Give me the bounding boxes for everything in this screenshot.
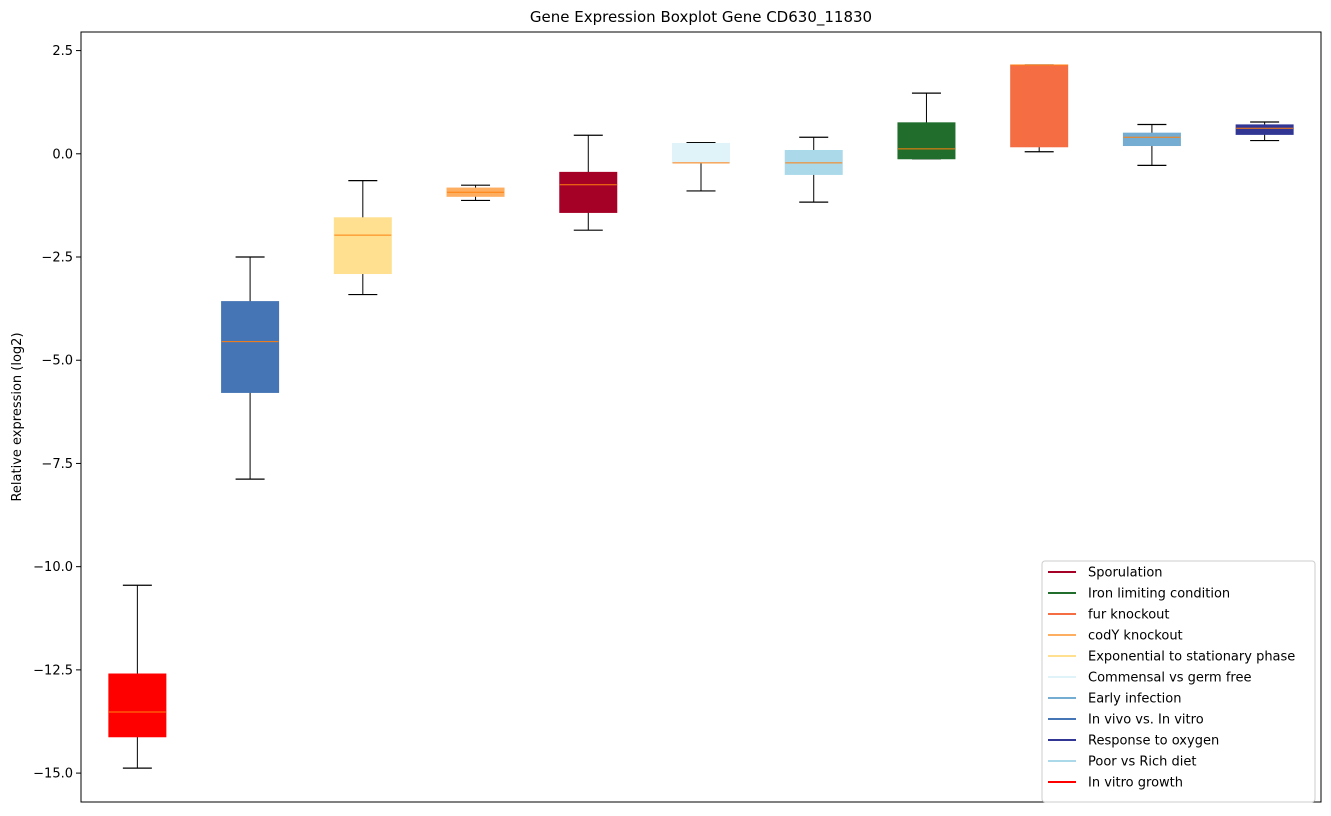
y-tick-label: −15.0 [33,767,73,782]
legend-frame [1041,560,1316,803]
y-tick-label: 0.0 [52,147,73,162]
legend-label: codY knockout [1088,629,1183,644]
box-group [784,136,843,203]
boxes-layer [108,64,1294,769]
box [897,122,956,160]
legend-label: Early infection [1088,692,1181,707]
box [108,673,167,738]
box-group [333,180,392,296]
y-tick-label: −10.0 [33,560,73,575]
legend-label: In vitro growth [1088,776,1183,791]
box [1010,64,1069,148]
y-tick-label: −5.0 [41,354,73,369]
y-tick-label: −12.5 [33,663,73,678]
axes-layer: 2.5 0.0 −2.5 −5.0 −7.5 −10.0 −12.5 −15.0 [33,31,1322,803]
box-group [1235,121,1294,142]
box-group [1122,123,1181,166]
box [221,301,280,393]
y-tick-label: 2.5 [52,44,73,59]
legend-label: Sporulation [1088,566,1163,581]
box [672,142,730,164]
y-axis-label: Relative expression (log2) [10,332,25,501]
box-group [108,584,167,769]
legend-label: Response to oxygen [1088,734,1219,749]
y-tick-label: −7.5 [41,457,73,472]
box-group [672,142,730,192]
box-group [221,256,280,480]
legend-label: Commensal vs germ free [1088,671,1251,686]
y-tick-label: −2.5 [41,251,73,266]
legend: Sporulation Iron limiting condition fur kn… [1041,560,1316,803]
box-group [446,184,505,202]
box [1235,124,1294,135]
chart-title: Gene Expression Boxplot Gene CD630_11830 [530,8,872,27]
box [333,217,392,275]
box-group [1010,64,1069,153]
box [1122,132,1181,147]
box [559,171,618,213]
plot-frame [80,31,1322,803]
legend-label: Exponential to stationary phase [1088,650,1295,665]
box-group [559,134,618,231]
legend-label: Iron limiting condition [1088,587,1230,602]
legend-label: In vivo vs. In vitro [1088,713,1204,728]
box-group [897,92,956,160]
legend-label: fur knockout [1088,608,1170,623]
legend-label: Poor vs Rich diet [1088,755,1196,770]
